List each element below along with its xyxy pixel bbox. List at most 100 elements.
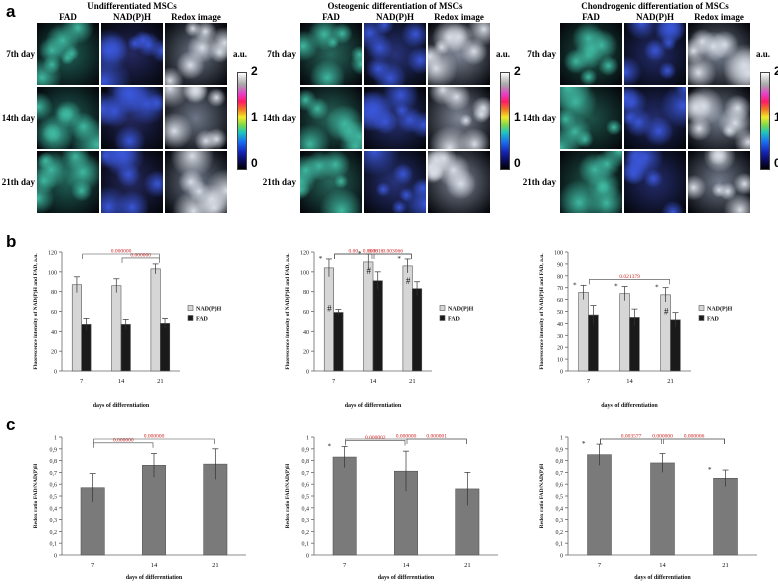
x-tick-label: 7 [343,562,347,569]
micrograph-image [688,151,750,213]
legend-label: FAD [448,317,461,323]
y-tick-label: 10 [557,358,563,364]
micrograph-image [688,23,750,85]
comparison-bracket [121,257,160,263]
p-value-label: 0.000000 [652,434,673,440]
y-tick-label: 0,3 [556,518,564,524]
column-label: Redox image [694,12,744,22]
comparison-bracket [589,279,670,285]
micrograph-image [364,23,426,85]
p-value-label: 0.000000 [111,249,132,255]
bar [160,323,171,372]
y-tick-label: 1 [54,436,57,442]
y-tick-label: 20 [303,350,309,356]
micrograph-image [428,151,490,213]
colorbar-tick-label: 1 [514,110,521,124]
micrograph-image [101,151,163,213]
y-tick-label: 30 [557,334,563,340]
comparison-bracket [334,253,373,259]
x-axis-label: days of differentiation [378,575,435,581]
bar [120,324,131,372]
legend-swatch [439,315,446,321]
colorbar-unit: a.u. [233,49,248,59]
micrograph-image [300,87,362,149]
p-value-label: 0.000000 [113,437,134,443]
micrograph-image [101,23,163,85]
chart-3: 0 10 20 30 40 50 60 70 80 90 100 Fluorescence inten… [538,251,733,410]
x-axis-label: days of differentiation [345,403,402,409]
y-tick-label: 0,2 [556,530,564,536]
comparison-bracket [406,438,467,444]
x-tick-label: 7 [80,378,84,385]
y-tick-label: 80 [557,274,563,280]
column-label: Redox image [171,12,221,22]
micrograph-image [428,23,490,85]
legend-swatch [439,305,446,311]
y-axis-label: Fluorescence intensity of NAD(P)H and FA… [284,253,291,370]
y-tick-label: 0,5 [50,495,58,501]
micrograph-image [624,151,686,213]
y-tick-label: 60 [51,310,57,316]
micrograph-image [165,23,227,85]
row-label: 14th day [1,113,35,123]
y-tick-label: 0 [560,370,563,376]
micrograph-image [560,87,622,149]
y-tick-label: 0,5 [556,495,564,501]
x-tick-label: 7 [598,562,602,569]
group-title: Osteogenic differentiation of MSCs [327,1,463,11]
y-tick-label: 0,6 [556,483,564,489]
legend-label: NAD(P)H [448,306,474,313]
y-axis-label: Redox ratio FAD/NAD(P)H [32,463,39,528]
x-tick-label: 21 [409,378,416,385]
y-tick-label: 20 [51,350,57,356]
chart-5: 0 0,1 0,2 0,3 0,4 0,5 0,6 0,7 0,8 0,9 1 Redox ratio… [284,434,498,581]
bar [332,456,357,556]
comparison-bracket [345,438,467,444]
y-tick-label: 20 [557,346,563,352]
y-axis-label: Fluorescence intensity of NAD(P)H and FA… [32,253,39,370]
y-tick-label: 1 [306,436,309,442]
column-label: NAD(P)H [636,12,674,22]
legend-swatch [187,305,194,311]
significance-mark: # [327,304,332,314]
y-tick-label: 0,4 [556,506,564,512]
y-tick-label: 0 [560,554,563,560]
y-tick-label: 0,1 [556,542,564,548]
y-tick-label: 0,9 [556,447,564,453]
colorbar-tick-label: 2 [774,64,778,78]
bar [81,324,92,372]
x-tick-label: 14 [626,378,633,385]
y-tick-label: 0,8 [556,459,564,465]
column-label: FAD [59,12,77,22]
y-tick-label: 0 [306,370,309,376]
group-title: Chondrogenic differentiation of MSCs [581,1,729,11]
micrograph-image [624,23,686,85]
legend-label: FAD [196,317,209,323]
micrograph-image [101,87,163,149]
column-label: NAD(P)H [376,12,414,22]
significance-mark: # [367,266,372,276]
y-tick-label: 60 [303,310,309,316]
column-label: FAD [582,12,600,22]
p-value-label: 0.000001 [426,434,447,440]
x-tick-label: 14 [370,378,377,385]
p-value-label: 0.000006 [684,434,705,440]
row-label: 14th day [262,113,296,123]
comparison-bracket [93,442,154,448]
bar [412,288,423,372]
y-axis-label: Redox ratio FAD/NAD(P)H [538,463,545,528]
y-tick-label: 90 [557,262,563,268]
comparison-bracket [334,253,412,259]
bar [71,284,82,372]
comparison-bracket [345,440,406,446]
p-value-label: 0.00 [368,249,378,255]
y-tick-label: 0,5 [302,495,310,501]
colorbar-tick-label: 0 [514,156,521,170]
y-tick-label: 0,4 [50,506,58,512]
bar [372,280,383,372]
x-tick-label: 14 [659,562,666,569]
micrograph-image [688,87,750,149]
y-axis-label: Fluorescence intensity of NAD(P)H and FA… [538,253,545,370]
micrograph-image [300,23,362,85]
y-tick-label: 0 [54,554,57,560]
